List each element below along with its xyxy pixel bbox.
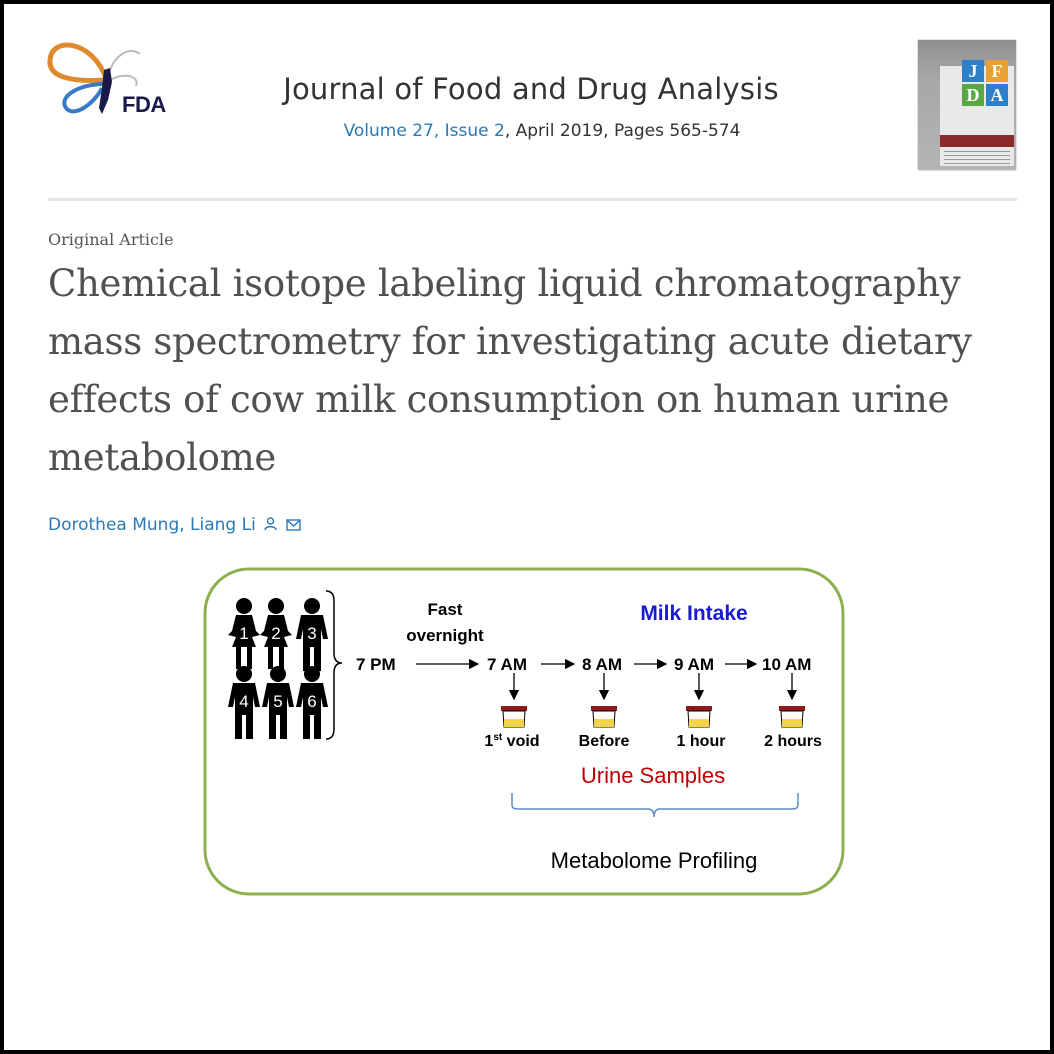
journal-cover[interactable]: J F D A: [918, 40, 1016, 170]
subject-label: 6: [307, 692, 316, 711]
logo-text: FDA: [122, 92, 166, 117]
sample-label-first-void: 1st void: [484, 732, 539, 750]
subject-label: 5: [273, 692, 282, 711]
subjects-group: 1 2 3 4 5 6: [228, 590, 343, 740]
fast-label: Fast: [428, 600, 463, 619]
metabolome-profiling-label: Metabolome Profiling: [551, 848, 758, 873]
time-9am: 9 AM: [674, 655, 714, 674]
sample-label-2-hours: 2 hours: [764, 733, 822, 750]
subject-label: 3: [307, 624, 316, 643]
time-10am: 10 AM: [762, 655, 811, 674]
author-list: Dorothea Mung, Liang Li: [48, 515, 301, 535]
subject-label: 2: [271, 624, 280, 643]
subjects-bracket: [325, 590, 343, 740]
urine-samples-label: Urine Samples: [581, 763, 725, 788]
urine-cup-icon: [685, 705, 713, 728]
milk-intake-label: Milk Intake: [640, 602, 747, 625]
time-8am: 8 AM: [582, 655, 622, 674]
article-type: Original Article: [48, 230, 174, 249]
samples-brace: [511, 793, 799, 818]
subject-label: 1: [239, 624, 248, 643]
butterfly-logo-icon: [47, 42, 141, 114]
urine-cup-icon: [590, 705, 618, 728]
sample-label-1-hour: 1 hour: [677, 733, 726, 750]
volume-link[interactable]: Volume 27: [343, 121, 434, 141]
article-title: Chemical isotope labeling liquid chromat…: [48, 262, 972, 479]
fda-logo[interactable]: FDA: [44, 38, 174, 128]
sample-label-before: Before: [579, 733, 630, 750]
person-icon[interactable]: [264, 517, 277, 531]
cover-jfda-logo: J F D A: [962, 60, 1010, 106]
email-icon[interactable]: [285, 519, 301, 531]
graphical-abstract: 1 2 3 4 5 6 Fast overnight 7 PM 7 AM 8 A…: [203, 567, 845, 896]
header-divider: [48, 198, 1017, 201]
overnight-label: overnight: [406, 626, 484, 645]
journal-title[interactable]: Journal of Food and Drug Analysis: [283, 72, 779, 106]
urine-cup-icon: [778, 705, 806, 728]
authors-links[interactable]: Dorothea Mung, Liang Li: [48, 515, 256, 535]
journal-meta: Volume 27, Issue 2, April 2019, Pages 56…: [343, 121, 741, 141]
figure-frame: [203, 567, 845, 896]
subject-label: 4: [239, 692, 248, 711]
issue-link[interactable]: Issue 2: [444, 121, 505, 141]
time-7am: 7 AM: [487, 655, 527, 674]
date-pages: , April 2019, Pages 565-574: [504, 121, 741, 141]
urine-cup-icon: [500, 705, 528, 728]
time-7pm: 7 PM: [356, 655, 396, 674]
